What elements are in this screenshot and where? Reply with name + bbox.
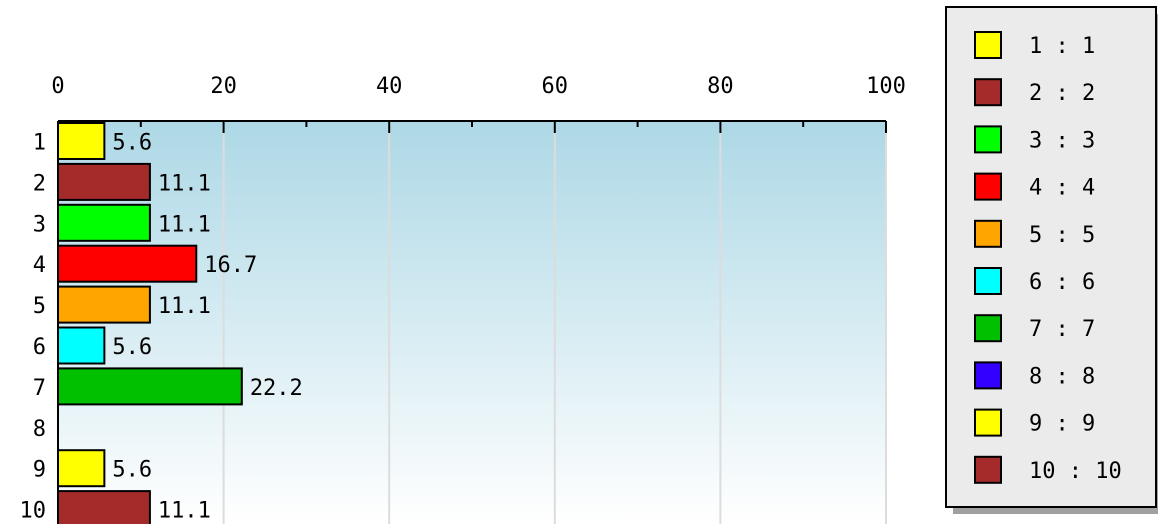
- x-tick-label: 20: [210, 74, 237, 99]
- bar: [57, 490, 151, 524]
- bar: [57, 244, 198, 283]
- data-label: 16.7: [204, 253, 257, 278]
- legend-swatch: [974, 31, 1002, 59]
- legend-swatch: [974, 172, 1002, 201]
- bar: [57, 326, 106, 365]
- legend-swatch: [974, 78, 1002, 107]
- category-label: 7: [33, 376, 46, 401]
- category-label: 10: [20, 499, 47, 524]
- bar: [57, 122, 106, 160]
- legend-entries: 1 : 1 2 : 2 3 : 3 4 : 4 5 : 5 6 : 6 7 : 7 8 : 8…: [974, 31, 1122, 484]
- legend-label: 6 : 6: [1029, 270, 1095, 295]
- legend-label: 10 : 10: [1029, 459, 1122, 484]
- data-label: 11.1: [158, 212, 211, 237]
- data-label: 11.1: [158, 499, 211, 524]
- data-label: 22.2: [250, 376, 303, 401]
- data-label: 5.6: [112, 458, 152, 483]
- legend-label: 7 : 7: [1029, 317, 1095, 342]
- legend-label: 8 : 8: [1029, 364, 1095, 389]
- legend-swatch: [974, 125, 1002, 154]
- category-label: 9: [33, 458, 46, 483]
- legend-label: 3 : 3: [1029, 128, 1095, 153]
- legend: 1 : 1 2 : 2 3 : 3 4 : 4 5 : 5 6 : 6 7 : 7 8 : 8…: [945, 6, 1158, 514]
- data-label: 5.6: [112, 130, 152, 155]
- x-tick-label: 80: [707, 74, 734, 99]
- category-label: 3: [33, 212, 46, 237]
- data-label: 11.1: [158, 171, 211, 196]
- bars: [57, 122, 243, 524]
- legend-swatch: [974, 267, 1002, 295]
- category-label: 1: [33, 130, 46, 155]
- category-label: 4: [33, 253, 46, 278]
- x-tick-label: 0: [51, 74, 64, 99]
- legend-swatch: [974, 361, 1002, 390]
- plot-area: [58, 121, 886, 524]
- legend-label: 5 : 5: [1029, 223, 1095, 248]
- bar: [57, 449, 106, 488]
- x-tick-label: 60: [542, 74, 569, 99]
- category-label: 8: [33, 417, 46, 442]
- bar: [57, 162, 151, 201]
- legend-swatch: [974, 455, 1002, 484]
- legend-swatch: [974, 408, 1002, 437]
- x-tick-label: 40: [376, 74, 403, 99]
- category-label: 5: [33, 294, 46, 319]
- legend-label: 2 : 2: [1029, 81, 1095, 106]
- x-tick-label: 100: [866, 74, 906, 99]
- category-label: 6: [33, 335, 46, 360]
- legend-label: 9 : 9: [1029, 412, 1095, 437]
- bar: [57, 203, 151, 242]
- bar: [57, 367, 243, 406]
- legend-label: 4 : 4: [1029, 176, 1095, 201]
- bar: [57, 285, 151, 324]
- legend-label: 1 : 1: [1029, 34, 1095, 59]
- category-label: 2: [33, 171, 46, 196]
- legend-swatch: [974, 219, 1002, 248]
- legend-swatch: [974, 314, 1002, 343]
- data-label: 5.6: [112, 335, 152, 360]
- labels: 0 20 40 60 80 100 1 5.6 2 11.1 3 11.1 4 16.7 5 11.1 6 5.6…: [20, 74, 906, 524]
- data-label: 11.1: [158, 294, 211, 319]
- bar-chart: 0 20 40 60 80 100 1 5.6 2 11.1 3 11.1 4 16.7 5 11.1 6 5.6…: [20, 74, 906, 524]
